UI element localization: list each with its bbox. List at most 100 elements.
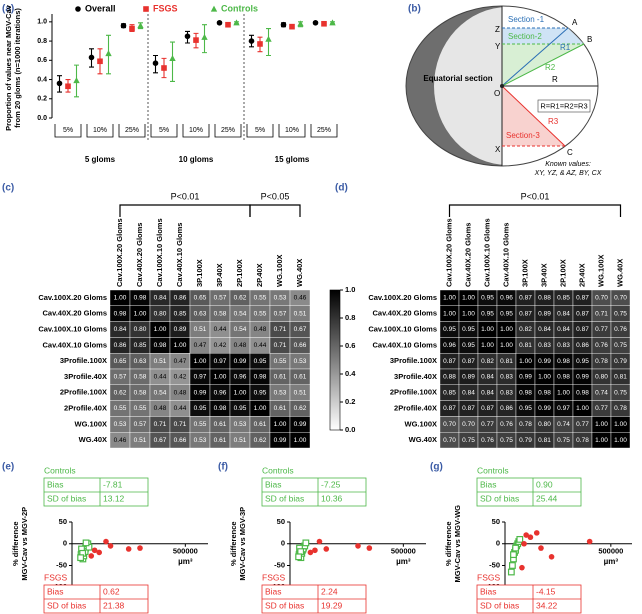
marker xyxy=(129,25,135,32)
annotation: P<0.01 xyxy=(521,191,550,201)
cell-label: 0.96 xyxy=(234,374,247,381)
table-title: FSGS xyxy=(477,572,500,582)
marker xyxy=(366,545,373,551)
cell-label: 0.65 xyxy=(114,358,127,365)
row-label: Cav.100X.20 Gloms xyxy=(38,293,107,302)
marker xyxy=(312,20,319,26)
cell-label: 0.51 xyxy=(134,437,147,444)
cell-label: 0.96 xyxy=(500,295,513,302)
y-axis-label: MGV-Cav vs MGV-3P xyxy=(238,507,247,581)
cell-label: 0.82 xyxy=(481,358,494,365)
cell-label: 1.00 xyxy=(174,342,187,349)
panel-label: (a) xyxy=(2,4,14,15)
cell-label: 0.55 xyxy=(254,295,267,302)
row-label: Cav.100X.10 Gloms xyxy=(38,324,107,333)
cell-label: 0.89 xyxy=(538,310,551,317)
group-label: 5 gloms xyxy=(85,155,116,164)
cell-label: 1.00 xyxy=(274,421,287,428)
label: R3 xyxy=(548,117,559,126)
bracket xyxy=(119,204,251,217)
cell-label: 0.58 xyxy=(134,389,147,396)
cell-label: 1.00 xyxy=(254,405,267,412)
y-tick-label: 0 xyxy=(281,539,285,548)
panel-label: (d) xyxy=(335,183,348,194)
y-axis-label: MGV-Cav vs MGV-WG xyxy=(453,505,462,583)
x-tick-label: 10% xyxy=(285,127,299,134)
error-bar xyxy=(266,28,271,57)
cell-label: 0.81 xyxy=(500,358,513,365)
cell-label: 0.87 xyxy=(462,358,475,365)
cell-label: 0.62 xyxy=(114,389,127,396)
cell-label: 0.44 xyxy=(154,374,167,381)
cell-label: 0.86 xyxy=(576,342,589,349)
marker xyxy=(137,22,144,29)
cell-label: 0.87 xyxy=(443,405,456,412)
table-cell: -7.81 xyxy=(103,479,123,489)
cell-label: 1.00 xyxy=(234,389,247,396)
y-tick-label: -50 xyxy=(56,560,67,569)
cell-label: 1.00 xyxy=(614,421,627,428)
cell-label: 0.54 xyxy=(234,326,247,333)
marker xyxy=(538,545,544,551)
marker xyxy=(586,538,593,545)
row-label: WG.100X xyxy=(404,419,437,428)
column-label: WG.100X xyxy=(275,254,284,287)
cell-label: 0.98 xyxy=(134,295,147,302)
y-tick-label: -50 xyxy=(274,560,285,569)
cell-label: 0.61 xyxy=(254,421,267,428)
cell-label: 0.53 xyxy=(274,389,287,396)
x-tick-label: 500000 xyxy=(173,547,198,556)
cell-label: 0.87 xyxy=(519,310,532,317)
cell-label: 0.46 xyxy=(114,437,127,444)
marker xyxy=(103,538,109,545)
cell-label: 0.76 xyxy=(614,326,627,333)
cell-label: 0.85 xyxy=(174,310,187,317)
column-label: 3P.40X xyxy=(539,263,548,287)
cell-label: 1.00 xyxy=(443,310,456,317)
cell-label: 0.76 xyxy=(595,342,608,349)
x-tick-label: 10% xyxy=(93,127,107,134)
marker xyxy=(56,80,63,87)
marker xyxy=(523,532,529,538)
annotation: P<0.05 xyxy=(261,191,290,201)
table-cell: SD of bias xyxy=(47,493,86,503)
marker xyxy=(521,540,527,547)
marker xyxy=(321,20,327,27)
table-cell: SD of bias xyxy=(265,493,304,503)
marker xyxy=(193,37,199,43)
colorbar-tick-label: 0.8 xyxy=(345,313,355,322)
cell-label: 0.70 xyxy=(462,421,475,428)
cell-label: 0.78 xyxy=(595,358,608,365)
bracket xyxy=(54,124,82,138)
cell-label: 0.62 xyxy=(294,405,307,412)
cell-label: 0.53 xyxy=(194,437,207,444)
cell-label: 0.84 xyxy=(557,326,570,333)
cell-label: 0.76 xyxy=(481,437,494,444)
marker xyxy=(316,538,323,545)
marker xyxy=(216,20,223,26)
label: A xyxy=(572,18,578,27)
cell-label: 1.00 xyxy=(154,326,167,333)
error-bar xyxy=(170,41,175,83)
row-label: 3Profile.100X xyxy=(390,356,437,365)
column-label: 2P.100X xyxy=(235,259,244,287)
marker xyxy=(125,546,132,552)
x-unit: µm³ xyxy=(396,557,411,566)
table-cell: Bias xyxy=(265,586,282,596)
y-tick-label: 50 xyxy=(277,517,285,526)
cell-label: 0.85 xyxy=(134,342,147,349)
panel-label: (f) xyxy=(218,462,228,473)
cell-label: 0.99 xyxy=(576,374,589,381)
column-label: 3P.40X xyxy=(215,263,224,287)
marker xyxy=(527,534,534,541)
table-cell: 25.44 xyxy=(536,493,558,503)
cell-label: 0.74 xyxy=(595,389,608,396)
cell-label: 0.48 xyxy=(254,326,267,333)
cell-label: 0.57 xyxy=(274,310,287,317)
label: R1 xyxy=(560,43,571,52)
cell-label: 1.00 xyxy=(114,295,127,302)
cell-label: 0.98 xyxy=(214,405,227,412)
cell-label: 0.61 xyxy=(214,437,227,444)
cell-label: 0.99 xyxy=(234,358,247,365)
